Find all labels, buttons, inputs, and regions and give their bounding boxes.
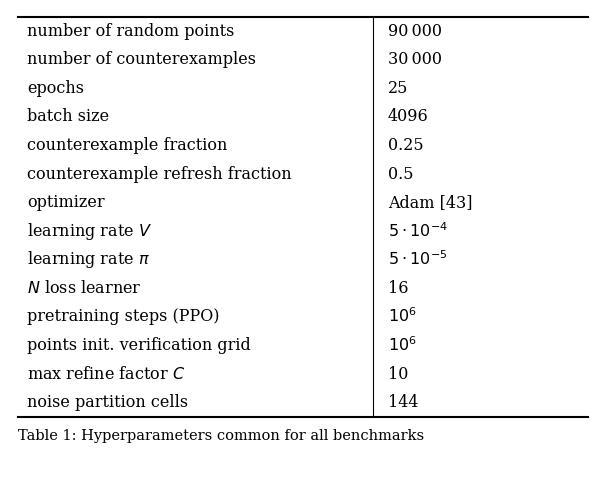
Text: 30 000: 30 000 (388, 51, 442, 68)
Text: Table 1: Hyperparameters common for all benchmarks: Table 1: Hyperparameters common for all … (18, 429, 424, 443)
Text: number of random points: number of random points (27, 23, 235, 40)
Text: 10: 10 (388, 365, 408, 383)
Text: $10^6$: $10^6$ (388, 308, 417, 326)
Text: 0.25: 0.25 (388, 137, 424, 154)
Text: Adam [43]: Adam [43] (388, 194, 472, 211)
Text: 90 000: 90 000 (388, 23, 442, 40)
Text: epochs: epochs (27, 80, 84, 97)
Text: $5 \cdot 10^{-5}$: $5 \cdot 10^{-5}$ (388, 251, 447, 269)
Text: learning rate $\pi$: learning rate $\pi$ (27, 249, 150, 270)
Text: $10^6$: $10^6$ (388, 336, 417, 355)
Text: 25: 25 (388, 80, 408, 97)
Text: batch size: batch size (27, 108, 110, 125)
Text: 16: 16 (388, 280, 408, 297)
Text: counterexample fraction: counterexample fraction (27, 137, 228, 154)
Text: pretraining steps (PPO): pretraining steps (PPO) (27, 308, 220, 325)
Text: noise partition cells: noise partition cells (27, 394, 188, 411)
Text: counterexample refresh fraction: counterexample refresh fraction (27, 165, 292, 183)
Text: 4096: 4096 (388, 108, 428, 125)
Text: learning rate $V$: learning rate $V$ (27, 221, 152, 241)
Text: number of counterexamples: number of counterexamples (27, 51, 256, 68)
Text: $5 \cdot 10^{-4}$: $5 \cdot 10^{-4}$ (388, 222, 448, 241)
Text: optimizer: optimizer (27, 194, 105, 211)
Text: $N$ loss learner: $N$ loss learner (27, 280, 142, 297)
Text: max refine factor $C$: max refine factor $C$ (27, 365, 185, 383)
Text: 144: 144 (388, 394, 418, 411)
Text: points init. verification grid: points init. verification grid (27, 337, 251, 354)
Text: 0.5: 0.5 (388, 165, 413, 183)
